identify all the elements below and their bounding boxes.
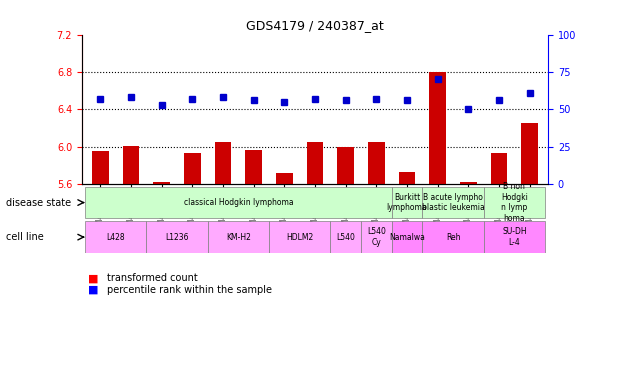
Text: ■: ■	[88, 285, 99, 295]
Bar	[460, 182, 477, 184]
FancyBboxPatch shape	[361, 222, 392, 253]
FancyBboxPatch shape	[392, 222, 422, 253]
Text: L1236: L1236	[165, 233, 189, 242]
Text: cell line: cell line	[6, 232, 44, 242]
Bar	[184, 154, 201, 184]
Bar	[521, 124, 538, 184]
Bar	[429, 72, 446, 184]
Text: transformed count: transformed count	[107, 273, 198, 283]
FancyBboxPatch shape	[85, 222, 146, 253]
Bar	[92, 151, 109, 184]
Bar	[153, 182, 170, 184]
Bar	[245, 150, 262, 184]
Bar	[399, 172, 415, 184]
Text: L540
Cy: L540 Cy	[367, 227, 386, 247]
Text: B acute lympho
blastic leukemia: B acute lympho blastic leukemia	[421, 193, 484, 212]
FancyBboxPatch shape	[484, 222, 545, 253]
FancyBboxPatch shape	[330, 222, 361, 253]
FancyBboxPatch shape	[422, 222, 484, 253]
Text: disease state: disease state	[6, 197, 71, 208]
Bar	[307, 142, 323, 184]
FancyBboxPatch shape	[146, 222, 208, 253]
FancyBboxPatch shape	[269, 222, 330, 253]
Bar	[491, 154, 507, 184]
Bar	[337, 147, 354, 184]
Text: Namalwa: Namalwa	[389, 233, 425, 242]
Text: Burkitt
lymphoma: Burkitt lymphoma	[387, 193, 427, 212]
Bar	[215, 142, 231, 184]
Text: Reh: Reh	[446, 233, 461, 242]
Bar	[368, 142, 385, 184]
Title: GDS4179 / 240387_at: GDS4179 / 240387_at	[246, 19, 384, 32]
FancyBboxPatch shape	[422, 187, 484, 218]
Text: SU-DH
L-4: SU-DH L-4	[502, 227, 527, 247]
Text: ■: ■	[88, 273, 99, 283]
FancyBboxPatch shape	[85, 187, 392, 218]
Text: L428: L428	[106, 233, 125, 242]
Text: HDLM2: HDLM2	[286, 233, 313, 242]
Bar	[276, 173, 293, 184]
Text: B non
Hodgki
n lymp
homa: B non Hodgki n lymp homa	[501, 182, 528, 223]
FancyBboxPatch shape	[484, 187, 545, 218]
Text: KM-H2: KM-H2	[226, 233, 251, 242]
FancyBboxPatch shape	[392, 187, 422, 218]
Text: classical Hodgkin lymphoma: classical Hodgkin lymphoma	[183, 198, 293, 207]
Bar	[123, 146, 139, 184]
FancyBboxPatch shape	[208, 222, 269, 253]
Text: L540: L540	[336, 233, 355, 242]
Text: percentile rank within the sample: percentile rank within the sample	[107, 285, 272, 295]
